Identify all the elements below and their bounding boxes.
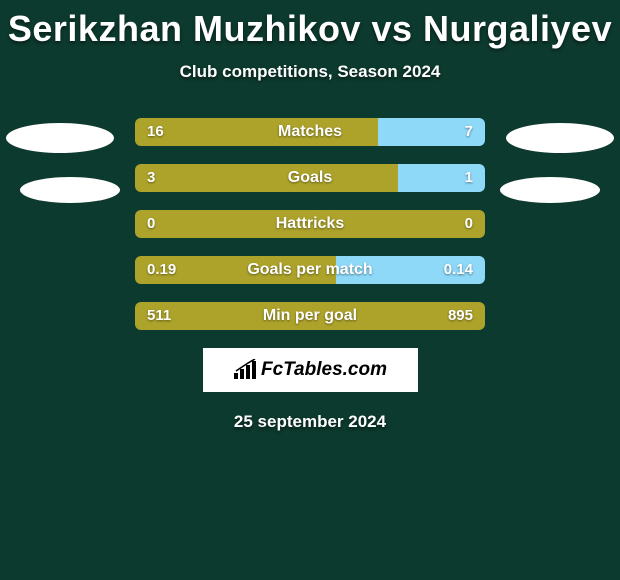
stat-row: 511895Min per goal — [135, 302, 485, 330]
stat-bar-left — [135, 210, 485, 238]
stat-row: 0.190.14Goals per match — [135, 256, 485, 284]
stat-bar-left — [135, 164, 398, 192]
player-left-badge-back — [6, 123, 114, 153]
page-title: Serikzhan Muzhikov vs Nurgaliyev — [0, 0, 620, 50]
stat-row: 31Goals — [135, 164, 485, 192]
stat-row: 00Hattricks — [135, 210, 485, 238]
stat-bar-left — [135, 118, 378, 146]
logo-text: FcTables.com — [261, 359, 387, 381]
stat-bar-right — [336, 256, 485, 284]
logo-box: FcTables.com — [203, 348, 418, 392]
player-right-badge-front — [500, 177, 600, 203]
stat-bar-left — [135, 302, 485, 330]
player-right-badge-back — [506, 123, 614, 153]
stat-row: 167Matches — [135, 118, 485, 146]
date-line: 25 september 2024 — [0, 412, 620, 432]
bar-chart-icon — [233, 359, 257, 381]
comparison-bars: 167Matches 31Goals 00Hattricks 0.190.14Goal… — [135, 118, 485, 330]
player-left-badge-front — [20, 177, 120, 203]
stat-bar-right — [378, 118, 485, 146]
subtitle: Club competitions, Season 2024 — [0, 62, 620, 82]
stat-bar-left — [135, 256, 336, 284]
stat-bar-right — [398, 164, 486, 192]
